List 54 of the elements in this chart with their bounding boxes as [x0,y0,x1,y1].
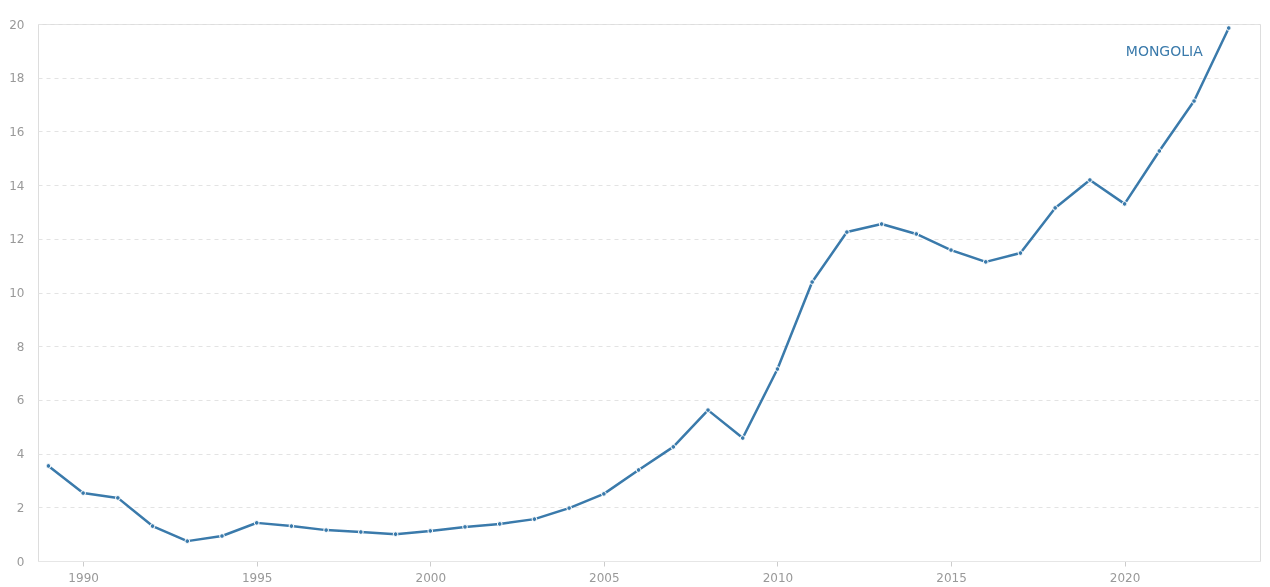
point [80,490,86,496]
y-tick-label: 2 [16,500,25,515]
point [392,531,399,537]
point [462,524,468,530]
y-tick-label: 16 [9,124,25,139]
point [844,229,850,235]
point [774,366,781,372]
x-tick-label: 2020 [1109,570,1141,585]
y-tick-label: 0 [16,554,25,569]
point [358,529,364,535]
point [948,247,954,253]
y-tick-label: 14 [9,178,25,193]
point [809,279,816,285]
y-tick-label: 10 [9,286,25,300]
x-tick-label: 1990 [68,570,99,585]
x-tick-label: 2010 [762,570,794,585]
point [219,533,225,539]
point [670,444,677,450]
point [149,523,156,529]
x-tick-label: 2000 [415,570,447,585]
point [635,467,642,473]
point [1052,205,1059,211]
point [1087,177,1093,183]
point [913,231,920,237]
x-tick-label: 1995 [241,570,273,585]
y-tick-label: 6 [16,393,25,408]
point [982,259,989,265]
point [1225,25,1232,31]
point [1017,250,1024,256]
point [427,528,434,534]
point [323,527,329,533]
point [739,435,746,441]
point [531,516,538,522]
point [1156,148,1163,154]
y-tick-label: 20 [9,17,25,32]
point [184,538,191,544]
y-tick-label: 4 [16,447,25,462]
y-tick-label: 18 [9,71,25,86]
point [878,221,885,227]
point [496,521,503,527]
series-label: MONGOLIA [1125,43,1204,60]
x-tick-label: 2005 [589,570,620,585]
point [566,505,572,511]
point [601,491,607,497]
point [253,520,260,526]
point [115,495,121,501]
point [45,463,52,469]
point [705,407,711,413]
y-tick-label: 8 [16,339,25,354]
y-tick-label: 12 [9,232,25,247]
point [1191,98,1197,104]
point [288,523,295,529]
x-tick-label: 2015 [936,570,967,585]
point [1121,201,1128,207]
